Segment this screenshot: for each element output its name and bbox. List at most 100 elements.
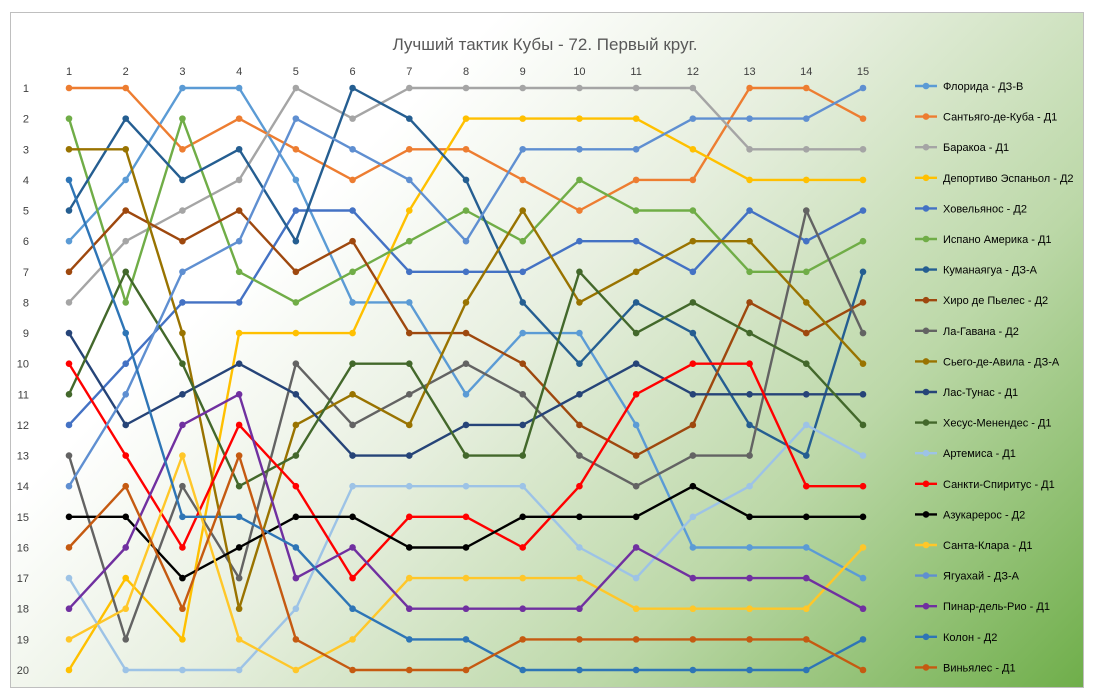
- data-point: [859, 605, 867, 613]
- data-point: [349, 299, 356, 306]
- data-point: [65, 84, 73, 92]
- data-point: [292, 452, 300, 459]
- data-point: [632, 391, 640, 398]
- data-point: [859, 299, 867, 306]
- legend-item: Санкти-Спиритус - Д1: [915, 479, 1055, 491]
- data-point: [859, 391, 867, 398]
- data-point: [292, 544, 300, 551]
- data-point: [859, 237, 867, 245]
- legend-swatch-marker: [922, 82, 930, 90]
- data-point: [405, 207, 413, 214]
- data-point: [519, 391, 527, 398]
- data-point: [632, 574, 640, 582]
- data-point: [235, 360, 243, 367]
- legend-swatch-marker: [922, 602, 930, 610]
- legend-swatch-marker: [922, 235, 930, 243]
- data-point: [632, 482, 640, 490]
- data-point: [179, 666, 186, 674]
- data-point: [746, 207, 753, 214]
- data-point: [349, 391, 356, 398]
- data-point: [65, 482, 73, 490]
- legend-swatch-marker: [922, 113, 930, 120]
- data-point: [802, 299, 810, 306]
- legend: Флорида - ДЗ-В Сантьяго-де-Куба - Д1 Барак…: [915, 81, 1074, 674]
- data-point: [462, 574, 470, 582]
- data-point: [235, 421, 243, 429]
- data-point: [179, 145, 186, 153]
- data-point: [802, 574, 810, 582]
- data-point: [859, 636, 867, 643]
- legend-label: Хесус-Менендес - Д1: [943, 418, 1052, 430]
- data-point: [462, 115, 470, 122]
- data-point: [292, 268, 300, 276]
- data-point: [859, 666, 867, 674]
- data-point: [349, 207, 356, 214]
- data-point: [632, 452, 640, 459]
- data-point: [632, 329, 640, 337]
- y-tick-label: 1: [23, 83, 29, 95]
- data-point: [802, 237, 810, 245]
- data-point: [802, 176, 810, 184]
- data-point: [802, 329, 810, 337]
- data-point: [576, 482, 583, 490]
- data-point: [292, 329, 300, 337]
- y-tick-label: 8: [23, 297, 29, 309]
- series-line: [69, 485, 863, 580]
- legend-label: Хиро де Пьелес - Д2: [943, 295, 1048, 307]
- legend-label: Ягуахай - ДЗ-А: [943, 571, 1020, 583]
- data-point: [349, 329, 356, 337]
- y-tick-label: 11: [18, 389, 29, 401]
- x-tick-labels: 1 2 3 4 5 6 7 8 9 10 11 12 13 14 15: [66, 66, 869, 78]
- data-point: [349, 84, 356, 92]
- data-point: [65, 574, 73, 582]
- data-point: [802, 544, 810, 551]
- y-tick-label: 20: [17, 665, 29, 677]
- x-tick-label: 4: [236, 66, 242, 78]
- data-point: [576, 268, 583, 276]
- legend-item: Баракоа - Д1: [915, 142, 1009, 154]
- data-point: [65, 360, 73, 367]
- data-point: [632, 84, 640, 92]
- data-point: [859, 421, 867, 429]
- data-point: [405, 513, 413, 521]
- series-points: [65, 84, 867, 674]
- data-point: [292, 176, 300, 184]
- data-point: [519, 574, 527, 582]
- data-point: [632, 544, 640, 551]
- data-point: [122, 513, 130, 521]
- x-tick-label: 5: [293, 66, 299, 78]
- data-point: [179, 452, 186, 459]
- x-tick-label: 13: [743, 66, 755, 78]
- data-point: [802, 115, 810, 122]
- data-point: [122, 421, 130, 429]
- data-point: [462, 636, 470, 643]
- data-point: [802, 145, 810, 153]
- data-point: [349, 605, 356, 613]
- data-point: [519, 482, 527, 490]
- data-point: [576, 360, 583, 367]
- legend-item: Ягуахай - ДЗ-А: [915, 571, 1020, 583]
- series-lines: [67, 86, 865, 672]
- data-point: [519, 452, 527, 459]
- data-point: [405, 268, 413, 276]
- data-point: [689, 574, 697, 582]
- data-point: [235, 268, 243, 276]
- data-point: [746, 452, 753, 459]
- data-point: [179, 299, 186, 306]
- x-tick-label: 15: [857, 66, 869, 78]
- data-point: [405, 574, 413, 582]
- legend-label: Ховельянос - Д2: [943, 203, 1027, 215]
- data-point: [179, 636, 186, 643]
- data-point: [746, 329, 753, 337]
- data-point: [405, 360, 413, 367]
- data-point: [349, 268, 356, 276]
- data-point: [405, 544, 413, 551]
- data-point: [235, 329, 243, 337]
- data-point: [519, 299, 527, 306]
- legend-label: Пинар-дель-Рио - Д1: [943, 601, 1050, 613]
- data-point: [689, 268, 697, 276]
- data-point: [122, 115, 130, 122]
- data-point: [179, 391, 186, 398]
- data-point: [576, 299, 583, 306]
- data-point: [519, 544, 527, 551]
